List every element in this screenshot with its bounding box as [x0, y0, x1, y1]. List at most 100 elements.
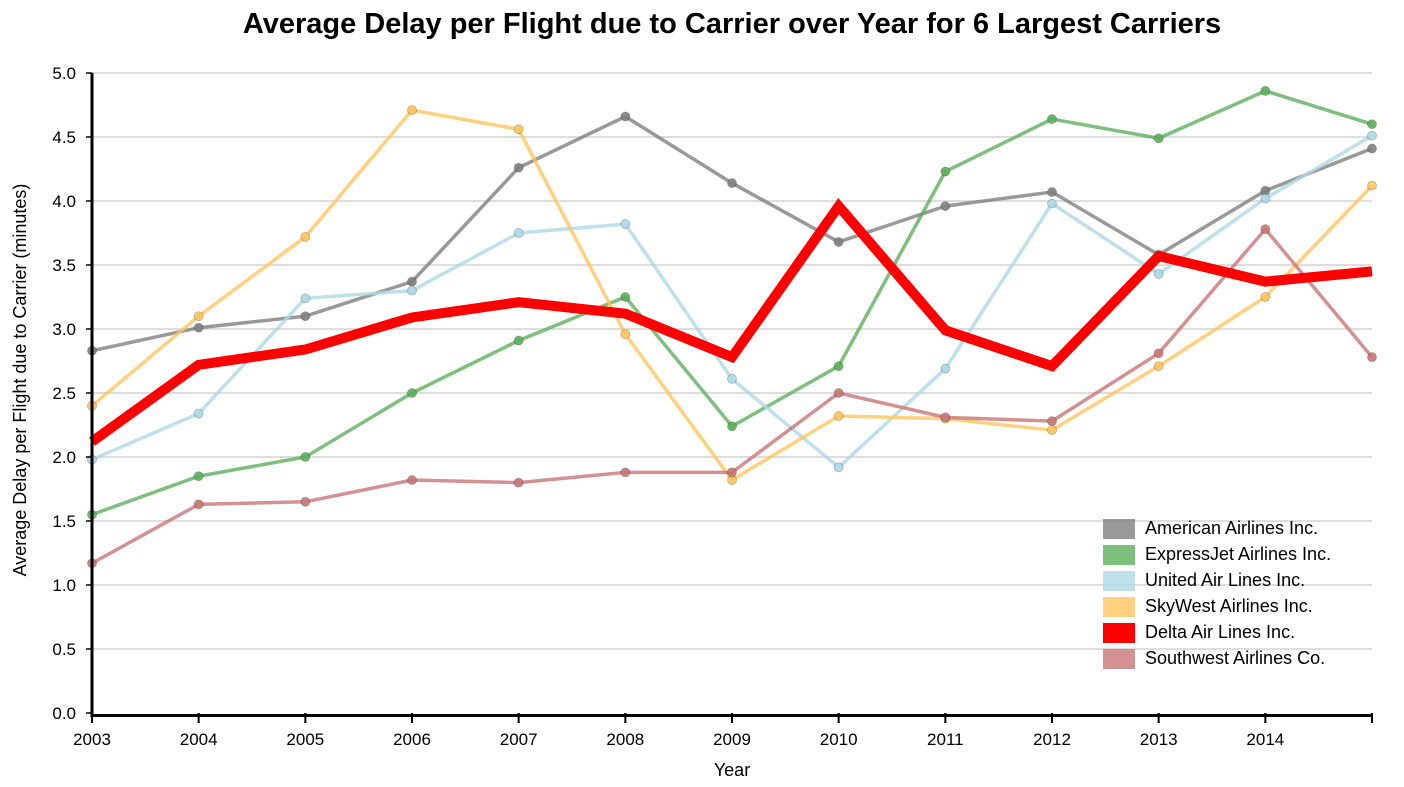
data-point [300, 231, 311, 242]
y-tick-label: 4.0 [52, 192, 76, 211]
data-point [193, 471, 204, 482]
data-point [1260, 193, 1271, 204]
data-point [513, 477, 524, 488]
y-tick-label: 0.5 [52, 640, 76, 659]
data-point [620, 467, 631, 478]
x-axis-ticks: 2003 2004 2005 2006 2007 2008 2009 2010 2011 2012… [73, 713, 1373, 749]
y-axis-ticks: 0.0 0.5 1.0 1.5 2.0 2.5 3.0 3.5 4.0 4.5 5.0 [52, 64, 92, 723]
x-tick-label: 2009 [713, 730, 751, 749]
data-point [1153, 133, 1164, 144]
series-line-southwest-airlines-co [91, 226, 1374, 565]
data-point [940, 412, 951, 423]
legend-label: Southwest Airlines Co. [1145, 648, 1325, 668]
data-point [727, 421, 737, 432]
series-expressjet-airlines-inc [87, 86, 1377, 520]
chart-title: Average Delay per Flight due to Carrier … [243, 8, 1221, 40]
data-point [620, 292, 631, 302]
x-tick-label: 2004 [180, 730, 218, 749]
data-point [1047, 114, 1057, 124]
series-line-expressjet-airlines-inc [91, 89, 1373, 517]
data-point [1367, 130, 1377, 141]
data-point [1367, 352, 1377, 363]
data-point [1153, 361, 1164, 372]
legend-swatch [1103, 571, 1135, 591]
data-point [727, 178, 737, 188]
data-point [833, 388, 844, 398]
legend-label: ExpressJet Airlines Inc. [1145, 544, 1331, 564]
data-point [620, 219, 631, 229]
x-axis-label: Year [714, 760, 750, 780]
data-point [300, 496, 311, 507]
data-point [513, 162, 524, 173]
legend: American Airlines Inc. ExpressJet Airline… [1103, 518, 1331, 669]
data-point [513, 228, 524, 238]
x-tick-label: 2003 [73, 730, 111, 749]
data-point [407, 285, 417, 296]
y-tick-label: 2.0 [52, 448, 76, 467]
legend-swatch [1103, 519, 1135, 539]
y-tick-label: 0.0 [52, 704, 76, 723]
y-tick-label: 1.0 [52, 576, 76, 595]
y-tick-label: 4.5 [52, 128, 76, 147]
x-tick-label: 2011 [927, 730, 964, 749]
y-tick-label: 3.5 [52, 256, 76, 275]
data-point [1047, 198, 1057, 209]
data-point [940, 166, 951, 177]
data-point [300, 311, 311, 322]
series-line-american-airlines-inc [91, 114, 1373, 353]
series-southwest-airlines-co [87, 224, 1377, 569]
data-point [300, 452, 311, 462]
data-point [1367, 143, 1377, 154]
data-point [193, 408, 204, 419]
data-point [407, 105, 417, 116]
series-delta-air-lines-inc [89, 197, 1373, 446]
legend-label: Delta Air Lines Inc. [1145, 622, 1295, 642]
data-point [833, 462, 844, 473]
data-point [1047, 416, 1057, 427]
legend-label: United Air Lines Inc. [1145, 570, 1305, 590]
x-tick-label: 2010 [820, 730, 858, 749]
legend-label: SkyWest Airlines Inc. [1145, 596, 1313, 616]
data-point [1367, 180, 1377, 191]
data-point [513, 335, 524, 346]
data-point [620, 111, 631, 122]
data-point [940, 363, 951, 374]
data-point [833, 361, 844, 372]
y-tick-label: 3.0 [52, 320, 76, 339]
data-point [407, 276, 417, 287]
x-tick-label: 2005 [286, 730, 324, 749]
data-point [727, 374, 737, 384]
x-tick-label: 2008 [606, 730, 644, 749]
data-point [407, 475, 417, 485]
y-tick-label: 2.5 [52, 384, 76, 403]
data-point [1153, 348, 1164, 359]
y-axis-label: Average Delay per Flight due to Carrier … [10, 184, 30, 577]
data-point [1047, 187, 1057, 197]
data-point [407, 388, 417, 398]
data-point [833, 237, 844, 247]
series-american-airlines-inc [87, 111, 1377, 356]
data-point [513, 124, 524, 135]
data-point [1153, 269, 1164, 279]
data-point [620, 329, 631, 340]
legend-swatch [1103, 623, 1135, 643]
data-point [300, 293, 311, 304]
x-tick-label: 2014 [1246, 730, 1284, 749]
data-point [193, 311, 204, 322]
data-point [833, 411, 844, 421]
data-point [193, 499, 204, 510]
legend-swatch [1103, 597, 1135, 617]
series-united-air-lines-inc [87, 130, 1377, 473]
x-tick-label: 2012 [1033, 730, 1071, 749]
y-tick-label: 1.5 [52, 512, 76, 531]
data-point [193, 322, 204, 333]
y-tick-label: 5.0 [52, 64, 76, 83]
data-point [1047, 425, 1057, 436]
x-tick-label: 2006 [393, 730, 431, 749]
x-tick-label: 2007 [500, 730, 538, 749]
data-point [727, 467, 737, 478]
axes [90, 73, 1373, 717]
x-tick-label: 2013 [1140, 730, 1178, 749]
legend-swatch [1103, 649, 1135, 669]
